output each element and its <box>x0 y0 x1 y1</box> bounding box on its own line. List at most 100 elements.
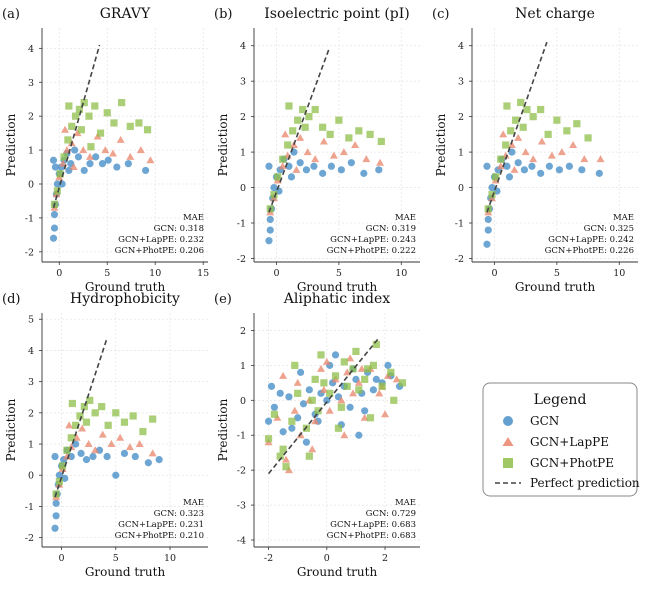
panel-label: (a) <box>2 7 20 22</box>
data-point-gcn <box>545 162 553 170</box>
data-point-gcn-lappe <box>360 413 369 421</box>
data-point-gcn-photpe <box>126 122 134 130</box>
data-point-gcn-lappe <box>84 440 93 448</box>
data-point-gcn-photpe <box>65 102 73 110</box>
y-tick-label: 3 <box>28 78 34 89</box>
y-axis-label: Prediction <box>216 398 230 461</box>
legend-lappe-label: GCN+LapPE <box>530 435 609 449</box>
data-point-gcn-lappe <box>392 375 401 383</box>
data-point-gcn-lappe <box>510 165 519 173</box>
mae-value: GCN: 0.318 <box>154 224 204 234</box>
panel-title: Isoelectric point (pI) <box>264 6 410 22</box>
data-point-gcn <box>508 148 516 156</box>
data-point-gcn-photpe <box>387 368 395 376</box>
data-point-gcn-photpe <box>110 119 118 127</box>
y-tick-label: -2 <box>455 254 464 265</box>
mae-header: MAE <box>183 498 204 508</box>
data-point-gcn <box>265 237 273 245</box>
data-point-gcn <box>288 424 296 432</box>
y-tick-label: 2 <box>28 408 34 419</box>
data-point-gcn-photpe <box>63 446 71 454</box>
data-point-gcn <box>375 166 383 174</box>
data-point-gcn <box>484 215 492 224</box>
mae-value: GCN: 0.729 <box>366 509 416 519</box>
data-point-gcn <box>299 400 308 408</box>
data-point-gcn-lappe <box>322 357 331 365</box>
x-axis-label: Ground truth <box>85 280 166 294</box>
data-point-gcn-lappe <box>62 452 71 460</box>
data-point-gcn-lappe <box>319 137 328 145</box>
data-point-gcn-photpe <box>285 102 293 110</box>
data-point-gcn <box>337 166 345 174</box>
data-point-gcn <box>267 382 276 390</box>
data-point-gcn <box>51 452 59 461</box>
data-point-gcn-photpe <box>284 141 292 149</box>
data-point-gcn-photpe <box>75 105 84 113</box>
data-point-gcn-photpe <box>355 386 363 394</box>
data-point-gcn <box>528 162 536 170</box>
mae-value: GCN+PhotPE: 0.226 <box>545 246 634 256</box>
data-point-gcn-photpe <box>96 129 105 137</box>
data-point-gcn <box>483 162 491 170</box>
data-point-gcn-lappe <box>98 430 107 438</box>
x-tick-label: 0 <box>59 553 65 564</box>
data-point-gcn-lappe <box>311 155 320 163</box>
data-point-gcn-photpe <box>311 105 319 114</box>
x-tick-label: -2 <box>264 553 273 564</box>
y-tick-label: 2 <box>240 326 246 337</box>
data-point-gcn-lappe <box>569 141 578 148</box>
data-point-gcn-lappe <box>514 133 523 141</box>
data-point-gcn-photpe <box>334 424 343 432</box>
data-point-gcn <box>264 417 273 425</box>
data-point-gcn-photpe <box>56 170 64 178</box>
data-point-gcn-lappe <box>116 433 125 441</box>
data-point-gcn <box>595 169 603 177</box>
data-point-gcn-photpe <box>294 116 302 124</box>
data-point-gcn-lappe <box>547 151 556 159</box>
data-point-gcn-lappe <box>339 148 348 156</box>
mae-header: MAE <box>395 213 416 223</box>
data-point-gcn-photpe <box>372 340 380 349</box>
data-point-gcn <box>355 431 363 439</box>
series-gcn <box>51 440 163 532</box>
data-point-gcn <box>346 403 354 411</box>
data-point-gcn-lappe <box>580 155 589 163</box>
data-point-gcn <box>360 169 368 177</box>
data-point-gcn-lappe <box>65 421 74 429</box>
data-point-gcn-photpe <box>305 452 313 460</box>
data-point-gcn <box>520 166 529 174</box>
y-tick-label: 3 <box>28 377 34 388</box>
panel-title: Hydrophobicity <box>70 291 180 307</box>
data-point-gcn <box>361 407 369 415</box>
mae-value: GCN: 0.325 <box>584 224 634 234</box>
x-tick-label: 0 <box>324 553 330 564</box>
series-gcn-photpe <box>484 98 592 213</box>
data-point-gcn-photpe <box>502 141 510 149</box>
series-gcn-lappe <box>484 130 605 216</box>
data-point-gcn-lappe <box>79 146 88 154</box>
data-point-gcn <box>50 224 59 232</box>
data-point-gcn-lappe <box>376 158 385 166</box>
data-point-gcn-lappe <box>351 141 360 148</box>
x-tick-label: 0 <box>491 268 497 279</box>
data-point-gcn <box>369 386 378 394</box>
data-point-gcn-lappe <box>325 406 334 414</box>
x-tick-label: 10 <box>613 268 625 279</box>
data-point-gcn-photpe <box>320 379 328 387</box>
data-point-gcn-photpe <box>529 113 537 121</box>
mae-value: GCN: 0.323 <box>154 509 204 519</box>
data-point-gcn <box>92 153 100 161</box>
data-point-gcn <box>285 393 293 401</box>
series-gcn-lappe <box>52 421 157 501</box>
data-point-gcn-lappe <box>282 455 291 463</box>
data-point-gcn <box>103 452 111 461</box>
data-point-gcn-lappe <box>381 410 390 418</box>
data-point-gcn-photpe <box>276 452 284 460</box>
data-point-gcn-photpe <box>71 112 80 120</box>
y-tick-label: 5 <box>28 315 34 326</box>
y-tick-label: -3 <box>237 501 246 512</box>
y-tick-label: 1 <box>240 148 246 159</box>
data-point-gcn-photpe <box>345 134 353 142</box>
data-point-gcn-photpe <box>553 116 561 124</box>
